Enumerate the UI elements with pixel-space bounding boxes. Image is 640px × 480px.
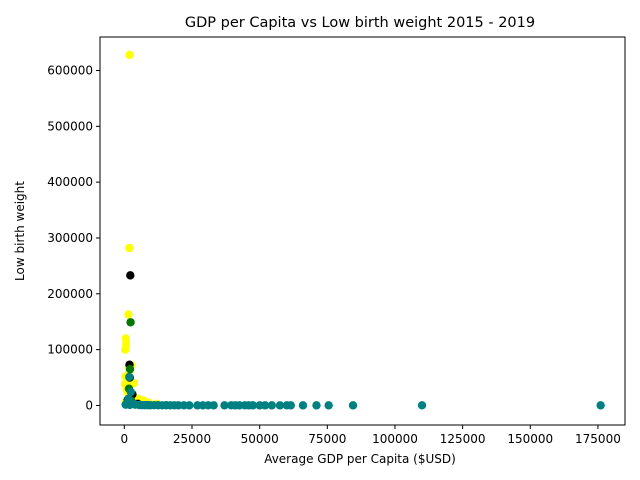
x-tick-label: 100000: [372, 432, 418, 446]
data-point: [324, 401, 333, 410]
data-point: [596, 401, 605, 410]
plot-frame: [99, 36, 626, 426]
data-point: [417, 401, 427, 410]
data-point: [125, 243, 134, 253]
plot-area: [120, 50, 605, 410]
data-point: [125, 372, 134, 382]
data-point: [120, 345, 130, 354]
axis-ticks: 0 25000 50000 75000 100000 125000 150000 175000…: [47, 63, 621, 446]
x-tick-label: 75000: [308, 432, 346, 446]
y-tick-label: 100000: [47, 343, 93, 357]
data-point: [260, 401, 270, 410]
data-point: [312, 401, 321, 410]
data-point: [126, 387, 136, 397]
y-tick-label: 400000: [47, 175, 93, 189]
data-point: [248, 401, 258, 410]
x-tick-label: 0: [121, 432, 129, 446]
chart-title: GDP per Capita vs Low birth weight 2015 …: [185, 15, 535, 31]
x-tick-label: 150000: [507, 432, 553, 446]
data-point: [126, 271, 135, 280]
x-tick-label: 50000: [241, 432, 279, 446]
x-axis-label: Average GDP per Capita ($USD): [264, 452, 456, 466]
data-point: [275, 401, 285, 410]
data-point: [125, 364, 135, 374]
data-point: [124, 310, 133, 319]
data-point: [298, 401, 308, 410]
data-point: [220, 401, 229, 410]
data-point: [209, 401, 218, 410]
data-point: [126, 318, 135, 327]
y-tick-label: 500000: [47, 119, 93, 133]
y-axis-label: Low birth weight: [13, 181, 27, 281]
x-tick-label: 25000: [173, 432, 211, 446]
y-tick-label: 300000: [47, 231, 93, 245]
data-point: [185, 401, 194, 410]
data-point: [125, 50, 134, 60]
x-tick-label: 125000: [440, 432, 486, 446]
data-point: [286, 401, 295, 410]
y-tick-label: 0: [85, 398, 93, 412]
x-tick-label: 175000: [575, 432, 621, 446]
y-tick-label: 200000: [47, 287, 93, 301]
y-tick-label: 600000: [47, 63, 93, 77]
data-point: [267, 401, 277, 410]
data-point: [348, 401, 358, 410]
